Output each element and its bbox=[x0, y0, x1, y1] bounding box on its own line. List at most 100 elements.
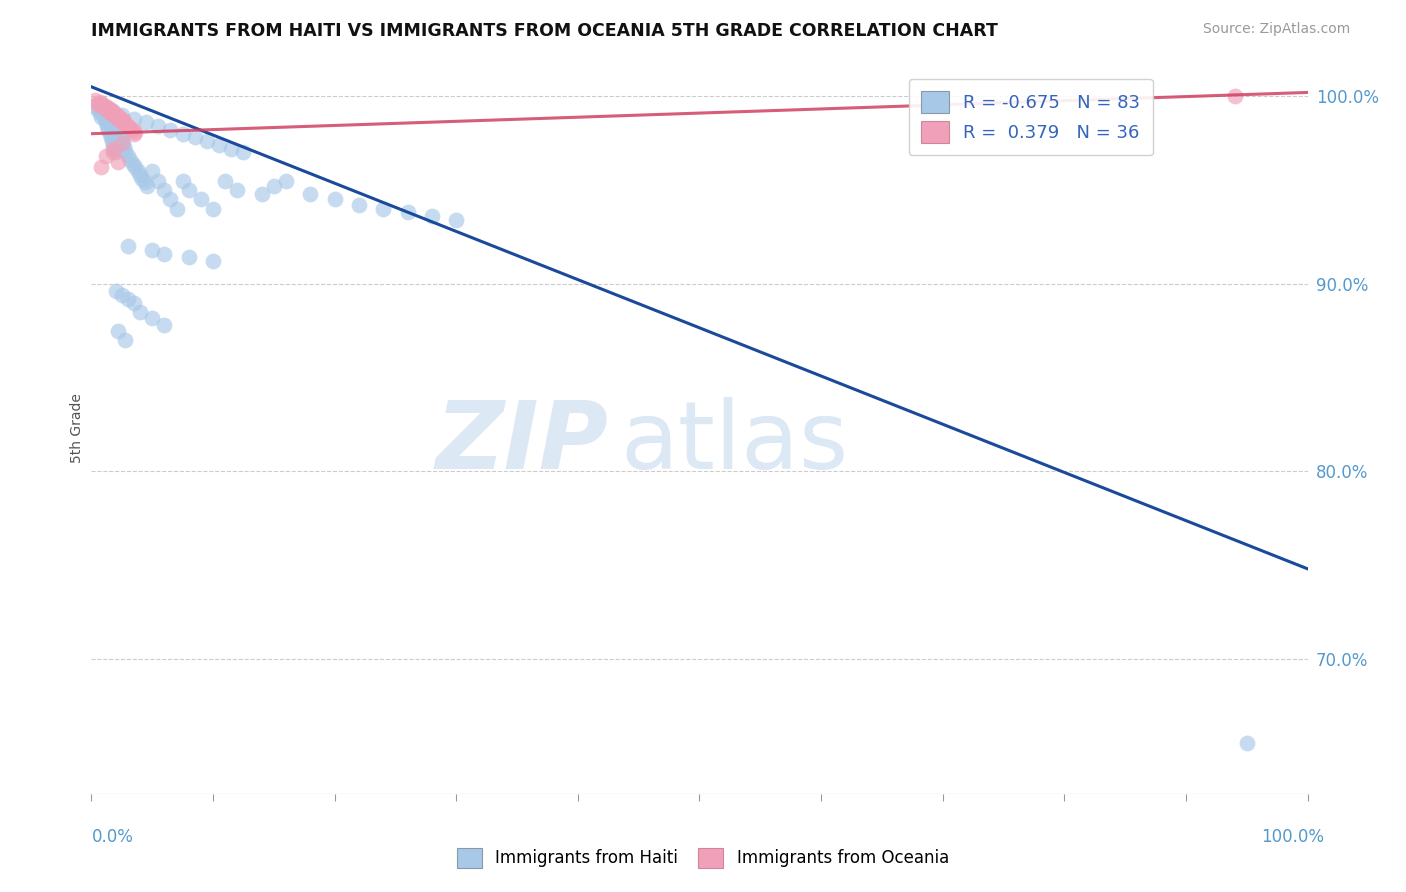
Point bbox=[111, 132, 134, 146]
Point bbox=[107, 154, 129, 169]
Point bbox=[1223, 89, 1246, 103]
Point bbox=[202, 254, 225, 268]
Point bbox=[323, 192, 346, 206]
Point bbox=[117, 239, 139, 253]
Point bbox=[90, 96, 112, 111]
Point bbox=[90, 98, 112, 112]
Point bbox=[122, 112, 145, 126]
Point bbox=[1236, 736, 1258, 750]
Point bbox=[274, 173, 297, 187]
Point bbox=[153, 318, 176, 332]
Point bbox=[117, 119, 139, 133]
Point bbox=[124, 125, 146, 139]
Point bbox=[114, 144, 136, 158]
Point bbox=[114, 333, 136, 347]
Point bbox=[104, 285, 127, 299]
Point bbox=[121, 157, 143, 171]
Point bbox=[153, 183, 176, 197]
Point bbox=[86, 96, 108, 111]
Point bbox=[396, 205, 419, 219]
Point bbox=[94, 98, 117, 112]
Point bbox=[117, 292, 139, 306]
Point bbox=[148, 119, 170, 133]
Point bbox=[101, 104, 124, 119]
Point bbox=[94, 103, 117, 117]
Point bbox=[91, 96, 114, 111]
Point bbox=[141, 164, 163, 178]
Point bbox=[103, 145, 125, 160]
Point bbox=[111, 288, 134, 302]
Point bbox=[214, 173, 236, 187]
Point bbox=[232, 145, 254, 160]
Point bbox=[108, 110, 131, 124]
Point bbox=[103, 142, 125, 156]
Point bbox=[105, 117, 128, 131]
Point bbox=[104, 110, 127, 124]
Point bbox=[129, 168, 152, 182]
Point bbox=[107, 112, 129, 126]
Text: 0.0%: 0.0% bbox=[91, 828, 134, 846]
Point bbox=[120, 153, 142, 167]
Point bbox=[373, 202, 395, 216]
Point bbox=[100, 130, 122, 145]
Point bbox=[101, 134, 124, 148]
Point bbox=[107, 324, 129, 338]
Point bbox=[103, 142, 125, 156]
Point bbox=[111, 136, 134, 150]
Point bbox=[120, 121, 142, 136]
Point bbox=[89, 106, 111, 120]
Point bbox=[202, 202, 225, 216]
Point bbox=[90, 110, 112, 124]
Point bbox=[148, 173, 170, 187]
Point bbox=[117, 149, 139, 163]
Text: 100.0%: 100.0% bbox=[1261, 828, 1324, 846]
Point bbox=[89, 95, 111, 109]
Text: atlas: atlas bbox=[620, 397, 849, 489]
Point bbox=[97, 123, 120, 137]
Point bbox=[172, 127, 194, 141]
Point bbox=[98, 127, 121, 141]
Point bbox=[98, 103, 121, 117]
Point bbox=[111, 112, 134, 126]
Legend: R = -0.675   N = 83, R =  0.379   N = 36: R = -0.675 N = 83, R = 0.379 N = 36 bbox=[908, 78, 1153, 155]
Point bbox=[159, 192, 181, 206]
Point bbox=[129, 305, 152, 319]
Point bbox=[219, 142, 242, 156]
Point bbox=[104, 145, 127, 160]
Point bbox=[141, 310, 163, 325]
Point bbox=[195, 134, 218, 148]
Point bbox=[153, 246, 176, 260]
Point bbox=[96, 119, 118, 133]
Point bbox=[122, 295, 145, 310]
Point bbox=[100, 106, 122, 120]
Point bbox=[111, 136, 134, 150]
Point bbox=[177, 183, 200, 197]
Point bbox=[208, 138, 231, 153]
Point bbox=[299, 186, 322, 201]
Point bbox=[103, 138, 125, 153]
Point bbox=[103, 108, 125, 122]
Point bbox=[103, 106, 125, 120]
Point bbox=[159, 123, 181, 137]
Point bbox=[94, 115, 117, 129]
Point bbox=[184, 130, 207, 145]
Point bbox=[134, 176, 156, 190]
Point bbox=[347, 198, 370, 212]
Point bbox=[127, 164, 149, 178]
Point bbox=[111, 108, 134, 122]
Point bbox=[166, 202, 188, 216]
Point bbox=[97, 104, 120, 119]
Point bbox=[250, 186, 273, 201]
Point bbox=[121, 123, 143, 137]
Point bbox=[105, 108, 128, 122]
Point bbox=[108, 125, 131, 139]
Point bbox=[86, 103, 108, 117]
Point bbox=[172, 173, 194, 187]
Point bbox=[111, 115, 134, 129]
Text: Source: ZipAtlas.com: Source: ZipAtlas.com bbox=[1202, 22, 1350, 37]
Point bbox=[122, 127, 145, 141]
Point bbox=[112, 113, 135, 128]
Point bbox=[84, 93, 107, 107]
Point bbox=[135, 115, 157, 129]
Point bbox=[114, 117, 136, 131]
